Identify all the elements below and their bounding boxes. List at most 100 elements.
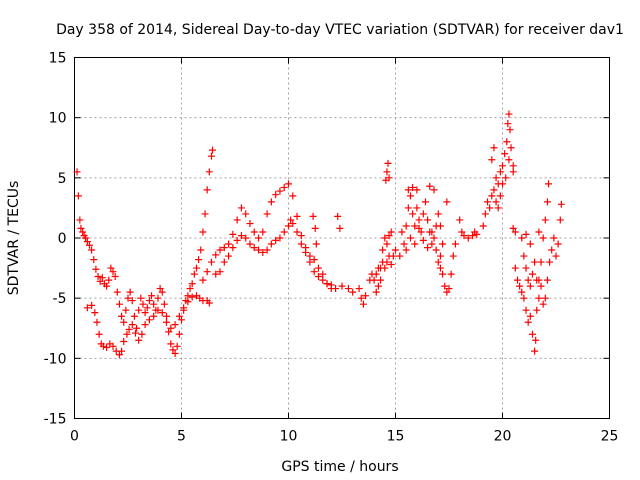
data-point xyxy=(190,270,198,278)
data-point xyxy=(207,152,215,160)
data-point xyxy=(509,162,517,170)
data-point xyxy=(73,168,81,176)
data-point xyxy=(355,285,363,293)
data-point xyxy=(99,342,107,350)
data-point xyxy=(415,224,423,232)
data-point xyxy=(310,268,318,276)
data-point xyxy=(297,240,305,248)
data-point xyxy=(411,222,419,230)
data-point xyxy=(406,234,414,242)
data-point xyxy=(490,186,498,194)
data-point xyxy=(272,236,280,244)
data-point xyxy=(406,192,414,200)
data-point xyxy=(494,204,502,212)
data-point xyxy=(484,198,492,206)
data-point xyxy=(276,234,284,242)
data-point xyxy=(439,240,447,248)
data-point xyxy=(460,232,468,240)
data-points xyxy=(73,110,565,359)
data-point xyxy=(154,294,162,302)
data-point xyxy=(103,344,111,352)
y-tick-label: -5 xyxy=(53,291,67,307)
data-point xyxy=(522,230,530,238)
data-point xyxy=(312,240,320,248)
data-point xyxy=(302,248,310,256)
data-point xyxy=(415,216,423,224)
data-point xyxy=(488,156,496,164)
data-point xyxy=(522,306,530,314)
data-point xyxy=(464,234,472,242)
data-point xyxy=(310,256,318,264)
data-point xyxy=(543,276,551,284)
data-point xyxy=(216,268,224,276)
data-point xyxy=(163,318,171,326)
data-point xyxy=(447,270,455,278)
data-point xyxy=(207,258,215,266)
data-point xyxy=(171,350,179,358)
data-point xyxy=(526,282,534,290)
data-point xyxy=(259,228,267,236)
data-point xyxy=(115,300,123,308)
data-point xyxy=(94,273,102,281)
data-point xyxy=(344,285,352,293)
data-point xyxy=(188,293,196,301)
data-point xyxy=(531,347,539,355)
data-point xyxy=(118,312,126,320)
data-point xyxy=(546,258,554,266)
data-point xyxy=(496,168,504,176)
data-point xyxy=(338,282,346,290)
data-point xyxy=(488,192,496,200)
data-point xyxy=(531,258,539,266)
data-point xyxy=(411,240,419,248)
data-point xyxy=(434,258,442,266)
y-axis-label: SDTVAR / TECUs xyxy=(6,181,22,296)
data-point xyxy=(509,168,517,176)
data-point xyxy=(212,270,220,278)
data-point xyxy=(115,351,123,359)
data-point xyxy=(535,294,543,302)
data-point xyxy=(499,162,506,170)
data-point xyxy=(122,306,130,314)
data-point xyxy=(434,210,442,218)
data-point xyxy=(532,336,540,344)
data-point xyxy=(349,288,357,296)
data-point xyxy=(332,285,340,293)
data-point xyxy=(199,276,207,284)
data-point xyxy=(526,312,534,320)
data-point xyxy=(428,240,436,248)
data-point xyxy=(175,330,183,338)
data-point xyxy=(456,216,464,224)
data-point xyxy=(167,340,175,348)
data-point xyxy=(95,330,103,338)
y-tick-label: 10 xyxy=(49,111,67,127)
grid-lines xyxy=(74,57,610,419)
y-tick-label: -15 xyxy=(44,412,67,428)
data-point xyxy=(250,228,258,236)
data-point xyxy=(289,220,297,228)
data-point xyxy=(242,234,250,242)
data-point xyxy=(93,318,101,326)
data-point xyxy=(82,234,90,242)
data-point xyxy=(370,276,378,284)
data-point xyxy=(436,252,444,260)
data-point xyxy=(509,224,517,232)
data-point xyxy=(424,244,432,252)
data-point xyxy=(522,264,530,272)
data-point xyxy=(79,228,87,236)
data-point xyxy=(165,328,173,336)
data-point xyxy=(188,280,196,288)
data-point xyxy=(502,174,510,182)
data-point xyxy=(90,256,98,264)
data-point xyxy=(160,300,168,308)
data-point xyxy=(216,246,224,254)
data-point xyxy=(285,180,292,188)
y-tick-label: 5 xyxy=(58,171,67,187)
data-point xyxy=(111,273,119,281)
data-point xyxy=(141,321,149,329)
x-axis-label: GPS time / hours xyxy=(281,459,398,475)
data-point xyxy=(130,312,138,320)
data-point xyxy=(280,183,288,191)
data-point xyxy=(125,325,133,333)
data-point xyxy=(449,252,457,260)
data-point xyxy=(186,285,194,293)
